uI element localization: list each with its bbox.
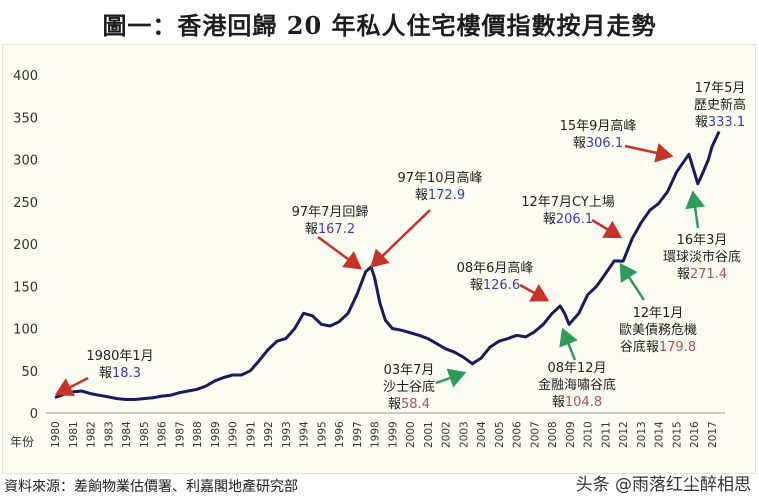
annotation-label: 03年7月 bbox=[384, 363, 435, 378]
peak-arrow bbox=[591, 218, 623, 239]
x-tick-label: 2017 bbox=[707, 421, 719, 448]
annotation-value: 報126.6 bbox=[470, 278, 520, 293]
annotation-value: 報172.9 bbox=[415, 188, 465, 203]
x-tick-label: 2012 bbox=[618, 421, 630, 448]
x-axis-label: 年份 bbox=[10, 435, 34, 449]
x-tick-label: 2002 bbox=[441, 421, 453, 448]
annotation-label: 97年7月回歸 bbox=[292, 205, 369, 220]
x-tick-label: 2008 bbox=[547, 421, 559, 448]
x-tick-label: 1981 bbox=[68, 421, 80, 448]
peak-arrow bbox=[624, 143, 674, 163]
x-tick-label: 1995 bbox=[316, 421, 328, 448]
x-tick-label: 1994 bbox=[299, 421, 311, 448]
x-tick-label: 1996 bbox=[334, 421, 346, 448]
annotation-label: 1980年1月 bbox=[86, 349, 153, 364]
x-tick-label: 2010 bbox=[583, 421, 595, 448]
y-tick-label: 350 bbox=[13, 111, 38, 126]
x-tick-label: 1987 bbox=[174, 421, 186, 448]
y-tick-label: 150 bbox=[13, 280, 38, 295]
annotation-value: 報104.8 bbox=[552, 395, 602, 410]
x-tick-label: 1983 bbox=[103, 421, 115, 448]
annotation-label: 環球淡市谷底 bbox=[663, 249, 741, 265]
annotation-label: 16年3月 bbox=[677, 233, 728, 248]
x-tick-label: 2000 bbox=[405, 421, 417, 448]
watermark: 头条 @雨落红尘醉相思 bbox=[575, 475, 751, 495]
annotation-label: 歷史新高 bbox=[694, 97, 746, 113]
x-tick-label: 1998 bbox=[370, 421, 382, 448]
annotation-label: 沙士谷底 bbox=[383, 379, 435, 395]
x-tick-label: 1992 bbox=[263, 421, 275, 448]
x-tick-label: 1990 bbox=[228, 421, 240, 448]
annotation-label: 08年12月 bbox=[547, 361, 606, 376]
annotation-label: 金融海嘯谷底 bbox=[538, 377, 616, 393]
annotation-label: 12年1月 bbox=[633, 306, 684, 321]
annotation-label: 97年10月高峰 bbox=[397, 170, 482, 186]
annotation-label: 歐美債務危機 bbox=[619, 323, 697, 338]
annotation-value: 報18.3 bbox=[99, 366, 141, 381]
trough-arrow bbox=[559, 327, 578, 361]
peak-arrow bbox=[370, 209, 431, 268]
x-tick-label: 1997 bbox=[352, 421, 364, 448]
x-tick-label: 2005 bbox=[494, 421, 506, 448]
x-tick-label: 1991 bbox=[245, 421, 257, 448]
y-tick-label: 50 bbox=[21, 365, 38, 380]
y-tick-label: 400 bbox=[13, 69, 38, 84]
x-tick-label: 2007 bbox=[529, 421, 541, 448]
source-note: 資料來源：差餉物業估價署、利嘉閣地產研究部 bbox=[4, 479, 298, 495]
peak-arrow bbox=[317, 235, 363, 270]
x-tick-label: 2001 bbox=[423, 421, 435, 448]
y-tick-label: 200 bbox=[13, 238, 38, 253]
y-tick-label: 300 bbox=[13, 154, 38, 169]
y-tick-label: 100 bbox=[13, 323, 38, 338]
x-tick-label: 2014 bbox=[654, 421, 666, 448]
x-tick-label: 2013 bbox=[636, 421, 648, 448]
x-tick-label: 2006 bbox=[512, 421, 524, 448]
annotation-label: 17年5月 bbox=[695, 81, 746, 96]
x-tick-label: 2016 bbox=[689, 421, 701, 448]
annotation-label: 08年6月高峰 bbox=[457, 260, 534, 276]
annotation-value: 報58.4 bbox=[388, 397, 430, 412]
annotation-value: 報271.4 bbox=[677, 267, 727, 282]
peak-arrow bbox=[519, 283, 550, 302]
trough-arrow bbox=[619, 262, 646, 301]
x-tick-label: 1986 bbox=[157, 421, 169, 448]
x-tick-label: 2004 bbox=[476, 421, 488, 448]
annotation-label: 12年7月CY上場 bbox=[521, 195, 615, 210]
x-tick-label: 1982 bbox=[86, 421, 98, 448]
x-tick-label: 1989 bbox=[210, 421, 222, 448]
x-tick-label: 1984 bbox=[121, 421, 133, 448]
y-tick-label: 250 bbox=[13, 196, 38, 211]
x-tick-label: 2011 bbox=[600, 421, 612, 448]
x-tick-label: 1980 bbox=[50, 421, 62, 448]
annotation-value: 報333.1 bbox=[695, 115, 745, 130]
chart-title: 圖一：香港回歸 20 年私人住宅樓價指數按月走勢 bbox=[102, 11, 657, 40]
x-tick-label: 1999 bbox=[387, 421, 399, 448]
x-tick-label: 2015 bbox=[671, 421, 683, 448]
x-tick-label: 1993 bbox=[281, 421, 293, 448]
annotation-value: 谷底報179.8 bbox=[620, 339, 696, 355]
x-tick-label: 1988 bbox=[192, 421, 204, 448]
x-tick-label: 2003 bbox=[458, 421, 470, 448]
trough-arrow bbox=[435, 368, 467, 388]
trough-arrow bbox=[685, 190, 706, 229]
annotation-value: 報167.2 bbox=[305, 222, 355, 237]
annotation-label: 15年9月高峰 bbox=[560, 118, 637, 134]
annotation-value: 報306.1 bbox=[573, 136, 623, 151]
x-tick-label: 1985 bbox=[139, 421, 151, 448]
x-tick-label: 2009 bbox=[565, 421, 577, 448]
annotation-value: 報206.1 bbox=[543, 212, 593, 227]
peak-arrow bbox=[54, 376, 89, 397]
index-series-line bbox=[54, 130, 721, 401]
y-tick-label: 0 bbox=[30, 407, 38, 422]
